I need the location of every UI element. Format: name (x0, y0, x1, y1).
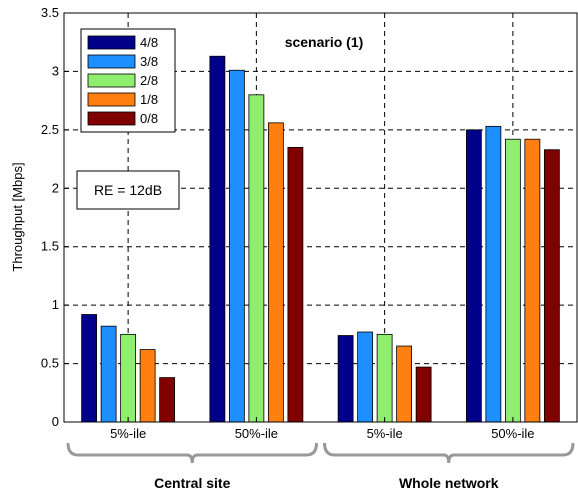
legend-swatch (87, 111, 136, 126)
x-tick-label: 50%-ile (491, 426, 534, 441)
bar (396, 345, 413, 423)
bar (415, 366, 432, 423)
legend: 4/8 3/8 2/8 1/8 0/8 (80, 28, 176, 133)
x-tick-label: 50%-ile (235, 426, 278, 441)
bar (159, 377, 176, 423)
bar (337, 335, 354, 423)
bar (465, 129, 482, 423)
y-tick-label: 3.5 (41, 5, 59, 20)
x-tick-label: 5%-ile (110, 426, 146, 441)
legend-label: 3/8 (140, 54, 158, 69)
bar (248, 94, 265, 423)
bar (543, 149, 560, 423)
group-brace (323, 442, 575, 464)
legend-swatch (87, 35, 136, 50)
legend-swatch (87, 54, 136, 69)
annotation-box: RE = 12dB (76, 170, 180, 210)
y-tick-label: 2 (52, 180, 59, 195)
y-tick-label: 1 (52, 297, 59, 312)
chart-title: scenario (1) (285, 34, 364, 50)
bar (81, 314, 98, 423)
bar (376, 333, 393, 423)
group-label: Whole network (399, 475, 499, 491)
legend-label: 2/8 (140, 73, 158, 88)
plot-frame (63, 12, 578, 423)
bar (504, 138, 521, 423)
legend-label: 1/8 (140, 92, 158, 107)
legend-label: 0/8 (140, 111, 158, 126)
bar (357, 331, 374, 423)
axes: 0 0.5 1 1.5 2 2.5 3 3.5 5%-ile 50%-ile 5%-ile 50%-i… (41, 5, 535, 441)
annotation-frame (76, 170, 180, 210)
x-tick-label: 5%-ile (367, 426, 403, 441)
bar (524, 138, 541, 423)
bar (100, 325, 117, 423)
y-tick-label: 0.5 (41, 356, 59, 371)
y-tick-label: 2.5 (41, 122, 59, 137)
legend-swatch (87, 73, 136, 88)
bar (209, 55, 226, 423)
group-brace (66, 442, 318, 464)
bar (120, 333, 137, 423)
y-axis-label: Throughput [Mbps] (10, 162, 25, 271)
legend-swatch (87, 92, 136, 107)
group-labels: Central site Whole network (66, 442, 575, 491)
y-tick-label: 0 (52, 414, 59, 429)
legend-label: 4/8 (140, 35, 158, 50)
group-label: Central site (154, 475, 230, 491)
bar (485, 125, 502, 423)
bar (228, 69, 245, 423)
y-tick-label: 3 (52, 63, 59, 78)
y-tick-label: 1.5 (41, 239, 59, 254)
bar (139, 349, 156, 423)
bar (287, 146, 304, 423)
bars (81, 55, 560, 423)
bar (267, 122, 284, 423)
annotation-text: RE = 12dB (94, 182, 162, 198)
